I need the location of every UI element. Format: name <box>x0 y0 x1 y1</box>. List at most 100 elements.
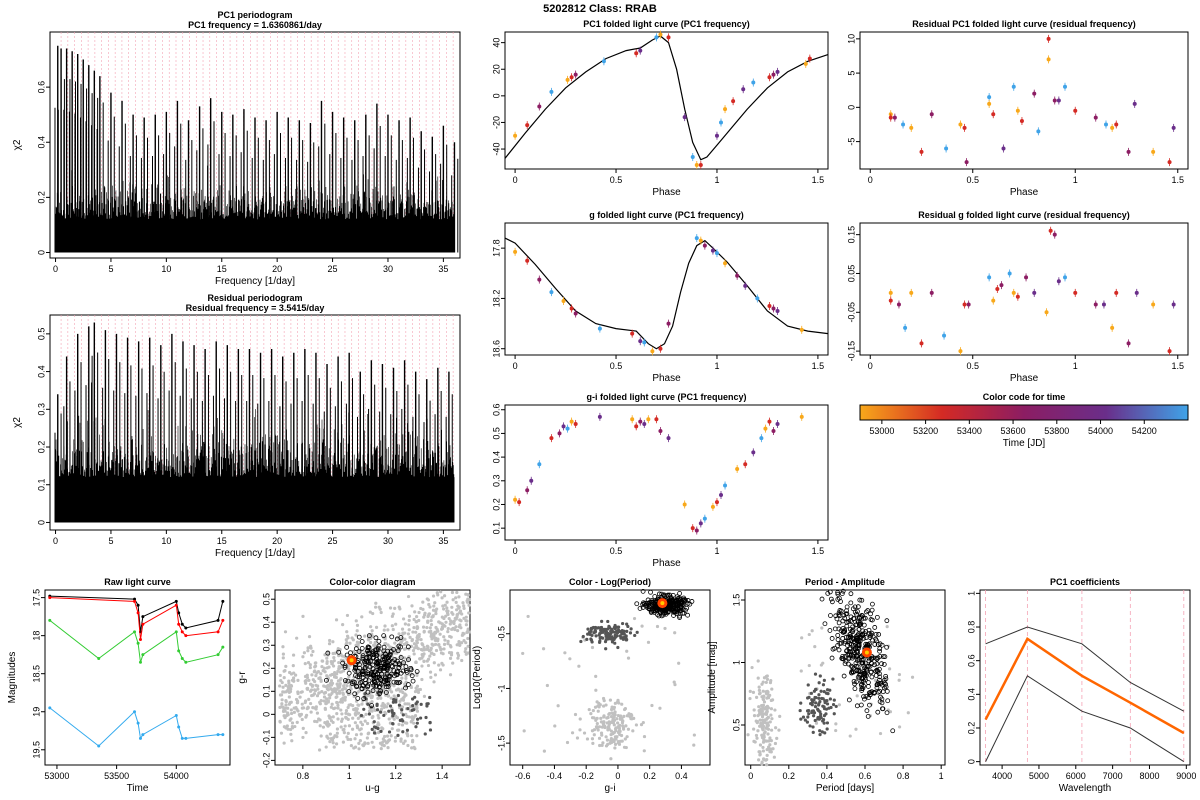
background-star <box>374 625 379 629</box>
background-star <box>455 643 459 647</box>
background-star <box>368 610 372 614</box>
background-star <box>410 715 415 719</box>
data-point <box>569 306 574 311</box>
chart-title: PC1 periodogram <box>217 10 292 20</box>
rrab-star <box>857 597 863 603</box>
background-star <box>329 737 333 741</box>
class-star <box>397 703 402 707</box>
background-star <box>556 704 560 708</box>
data-point <box>901 122 906 127</box>
class-star <box>366 702 370 706</box>
y-tick-label: 20 <box>491 64 501 74</box>
background-star <box>409 685 413 690</box>
background-star <box>382 743 386 748</box>
rrab-star <box>392 673 398 679</box>
rrab-star <box>685 600 691 606</box>
rrab-star <box>869 674 875 680</box>
plot-frame <box>44 589 231 766</box>
background-star <box>565 740 570 745</box>
background-star <box>370 740 374 744</box>
rrab-star <box>371 655 376 661</box>
y-tick-label: 0.5 <box>261 593 271 606</box>
background-star <box>609 739 613 743</box>
data-point <box>638 48 643 53</box>
rrab-star <box>667 592 673 598</box>
x-tick-label: 1 <box>1073 361 1078 371</box>
background-star <box>573 712 578 717</box>
background-star <box>370 709 374 713</box>
data-point <box>767 75 772 80</box>
background-star <box>386 702 390 706</box>
class-star <box>426 702 430 706</box>
rrab-star <box>383 690 389 695</box>
background-star <box>627 712 631 716</box>
background-star <box>281 685 285 689</box>
class-star <box>823 731 827 735</box>
rrab-star <box>361 696 367 702</box>
background-star <box>314 705 318 709</box>
background-star <box>413 747 417 751</box>
rrab-star <box>392 657 397 663</box>
series-point-g <box>141 622 145 626</box>
rrab-star <box>414 669 420 674</box>
background-star <box>382 705 386 709</box>
rrab-star <box>391 679 397 685</box>
x-axis-label: Phase <box>1010 373 1039 384</box>
background-star <box>855 694 859 698</box>
background-star <box>289 672 294 676</box>
background-star <box>609 729 613 733</box>
background-star <box>400 705 405 709</box>
background-star <box>435 637 440 641</box>
background-star <box>426 619 430 623</box>
background-star <box>313 719 317 723</box>
background-star <box>383 637 387 641</box>
rrab-star <box>863 641 869 647</box>
rrab-star <box>359 639 365 644</box>
class-star <box>406 707 410 711</box>
background-star <box>617 729 622 733</box>
background-star <box>379 746 383 751</box>
data-point <box>666 436 671 441</box>
background-star <box>347 703 351 707</box>
background-star <box>317 748 322 752</box>
rrab-star <box>849 663 854 669</box>
rrab-star <box>394 636 400 642</box>
color-color-chart: 0.8 1 1.2 1.4-0.2-0.100.10.20.30.40.5Color-… <box>237 577 471 794</box>
series-point-i <box>180 736 184 740</box>
background-star <box>347 724 352 728</box>
class-star <box>600 619 604 623</box>
data-point <box>919 149 924 154</box>
class-star <box>396 693 400 698</box>
background-star <box>426 657 431 661</box>
background-star <box>433 601 437 605</box>
series-point-i <box>174 714 178 718</box>
background-star <box>413 646 417 650</box>
y-tick-label: -5 <box>846 138 856 146</box>
x-tick-label: 0 <box>513 361 518 371</box>
background-star <box>331 664 336 668</box>
background-star <box>542 749 546 753</box>
data-point <box>1171 302 1176 307</box>
background-star <box>408 635 412 639</box>
background-star <box>387 717 391 721</box>
background-star <box>758 743 763 747</box>
data-point <box>1063 84 1067 89</box>
x-axis-label: u-g <box>365 783 379 794</box>
series-point-i <box>97 744 101 748</box>
rrab-star <box>374 683 379 689</box>
data-point <box>771 306 776 311</box>
background-star <box>765 696 769 700</box>
rrab-star <box>660 612 666 618</box>
background-star <box>755 736 759 740</box>
data-point <box>775 421 780 426</box>
background-star <box>432 661 436 665</box>
background-star <box>379 696 383 700</box>
rrab-star <box>835 637 841 643</box>
class-star <box>616 645 620 650</box>
background-star <box>452 621 456 626</box>
y-tick-label: 0.15 <box>846 226 856 244</box>
background-star <box>355 707 359 711</box>
background-star <box>596 709 600 713</box>
class-star <box>799 701 803 705</box>
